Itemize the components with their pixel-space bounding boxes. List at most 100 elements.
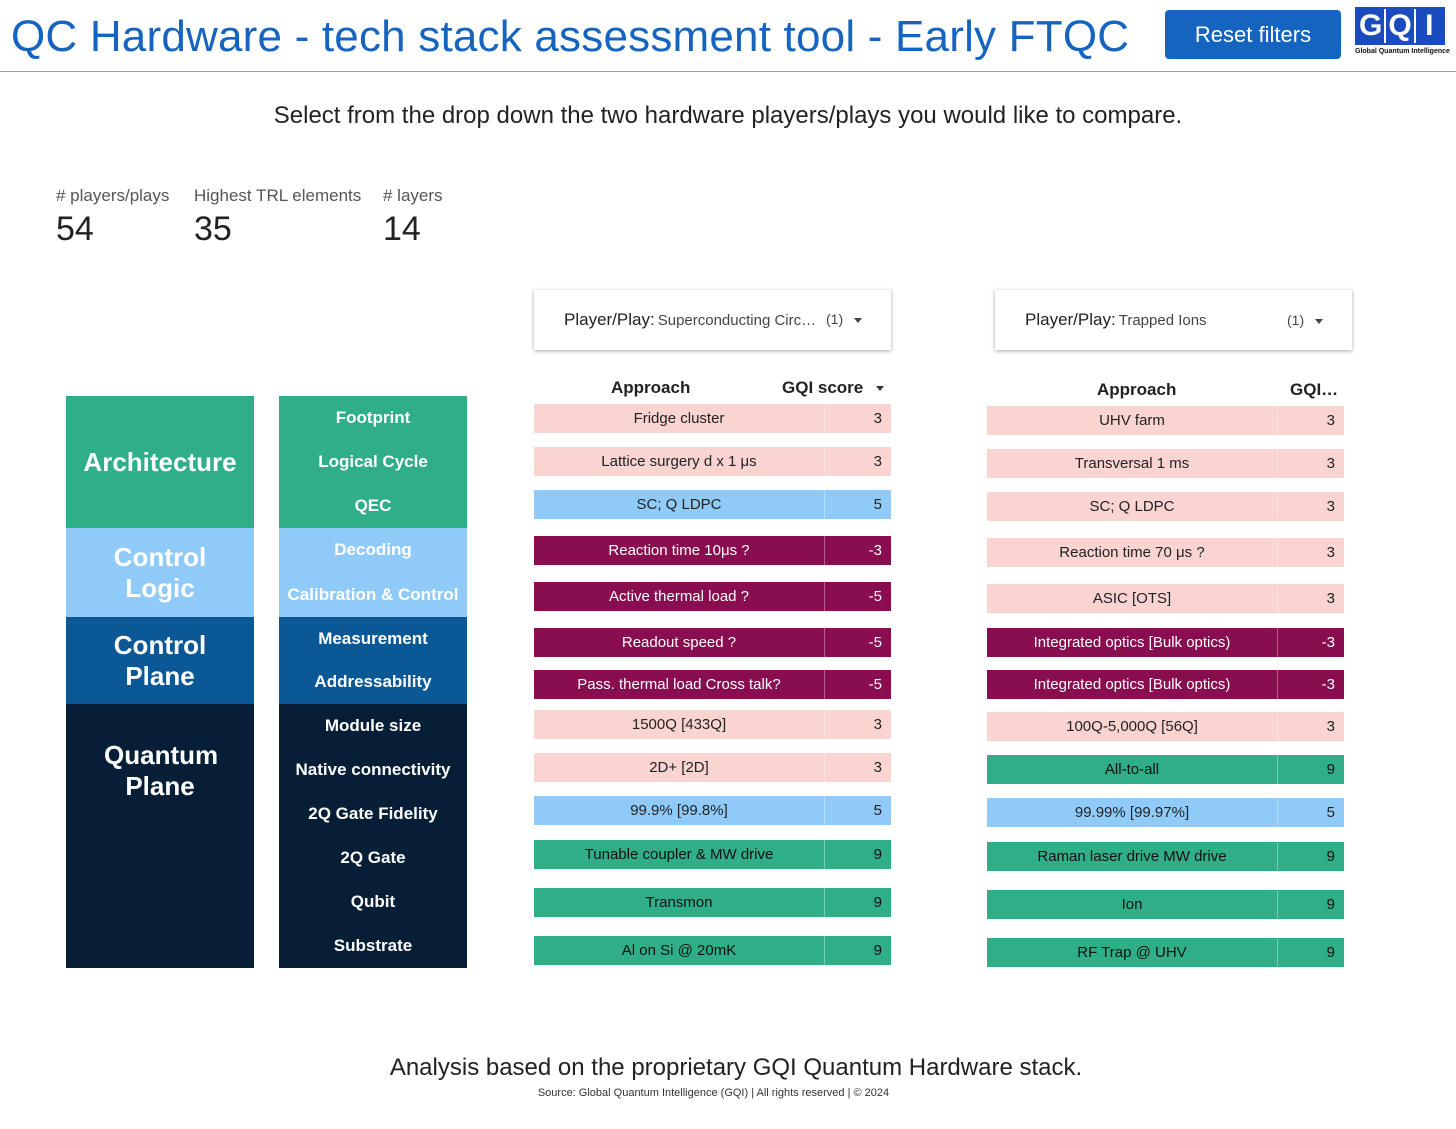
player-select-value: Superconducting Circ… [657, 311, 817, 329]
approach-cell: UHV farm [1099, 412, 1165, 429]
approach-cell: ASIC [OTS] [1092, 590, 1172, 607]
table-row[interactable]: SC; Q LDPC 3 [987, 492, 1344, 521]
score-cell: 9 [824, 888, 891, 917]
logo-letters: G Q I [1355, 7, 1445, 45]
table-row[interactable]: ASIC [OTS] 3 [987, 584, 1344, 613]
sublayer-addressability: Addressability [314, 672, 432, 692]
table-row[interactable]: Pass. thermal load Cross talk? -5 [534, 670, 891, 699]
approach-cell: Fridge cluster [633, 410, 725, 427]
stack-layer-column: Architecture Control Logic Control Plane… [66, 396, 254, 968]
table-row[interactable]: Lattice surgery d x 1 μs 3 [534, 447, 891, 476]
score-cell: 3 [824, 404, 891, 433]
approach-cell: 99.99% [99.97%] [1074, 804, 1190, 821]
column-header-score[interactable]: GQI… [1290, 380, 1339, 399]
table-row[interactable]: 2D+ [2D] 3 [534, 753, 891, 782]
sublayer-native-connectivity: Native connectivity [295, 760, 451, 779]
instruction-text: Select from the drop down the two hardwa… [273, 102, 1183, 129]
kpi-layers: # layers 14 [383, 186, 443, 249]
score-cell: -5 [824, 628, 891, 657]
table-row[interactable]: Reaction time 70 μs ? 3 [987, 538, 1344, 567]
table-row[interactable]: All-to-all 9 [987, 755, 1344, 784]
chevron-down-icon[interactable] [854, 318, 862, 323]
kpi-highest-trl: Highest TRL elements 35 [194, 186, 361, 249]
table-row[interactable]: Transversal 1 ms 3 [987, 449, 1344, 478]
table-row[interactable]: 100Q-5,000Q [56Q] 3 [987, 712, 1344, 741]
approach-cell: 99.9% [99.8%] [630, 802, 728, 819]
table-row[interactable]: Fridge cluster 3 [534, 404, 891, 433]
sublayers-control-logic: Decoding Calibration & Control [279, 528, 467, 617]
table-row[interactable]: RF Trap @ UHV 9 [987, 938, 1344, 967]
score-cell: 3 [1277, 492, 1344, 521]
sublayer-2q-gate: 2Q Gate [340, 848, 406, 867]
score-cell: 3 [1277, 449, 1344, 478]
approach-cell: RF Trap @ UHV [1077, 944, 1187, 961]
column-header-approach[interactable]: Approach [1097, 380, 1177, 399]
score-cell: -5 [824, 670, 891, 699]
approach-cell: 2D+ [2D] [649, 759, 709, 776]
approach-cell: Tunable coupler & MW drive [584, 846, 774, 863]
approach-cell: All-to-all [1104, 761, 1160, 778]
table-row[interactable]: Integrated optics [Bulk optics) -3 [987, 628, 1344, 657]
approach-cell: SC; Q LDPC [636, 496, 722, 513]
approach-cell: Pass. thermal load Cross talk? [577, 676, 781, 693]
page-title: QC Hardware - tech stack assessment tool… [11, 12, 1130, 61]
layer-control-logic: Control Logic [66, 528, 254, 617]
player-select-label: Player/Play [1025, 310, 1111, 329]
table-row[interactable]: Reaction time 10μs ? -3 [534, 536, 891, 565]
player-select-count: (1) [1287, 312, 1305, 328]
table-row[interactable]: 1500Q [433Q] 3 [534, 710, 891, 739]
score-cell: 3 [1277, 584, 1344, 613]
score-cell: 9 [1277, 755, 1344, 784]
chevron-down-icon[interactable] [1315, 319, 1323, 324]
score-cell: -3 [1277, 628, 1344, 657]
player-select-count: (1) [826, 311, 844, 327]
table-row[interactable]: UHV farm 3 [987, 406, 1344, 435]
layer-control-plane: Control Plane [66, 617, 254, 704]
layer-label: Control Logic [113, 541, 207, 603]
score-cell: -3 [824, 536, 891, 565]
player-select-right[interactable]: Player/Play: Trapped Ions (1) [995, 290, 1352, 350]
approach-cell: Al on Si @ 20mK [621, 942, 737, 959]
sublayer-footprint: Footprint [335, 408, 411, 427]
table-row[interactable]: Active thermal load ? -5 [534, 582, 891, 611]
approach-cell: Active thermal load ? [608, 588, 750, 605]
sublayers-control-plane: Measurement Addressability [279, 617, 467, 704]
player-select-left[interactable]: Player/Play: Superconducting Circ… (1) [534, 290, 891, 350]
table-row[interactable]: Ion 9 [987, 890, 1344, 919]
header-bar: QC Hardware - tech stack assessment tool… [0, 0, 1456, 72]
score-cell: 3 [1277, 406, 1344, 435]
table-row[interactable]: 99.99% [99.97%] 5 [987, 798, 1344, 827]
table-row[interactable]: Raman laser drive MW drive 9 [987, 842, 1344, 871]
approach-cell: Integrated optics [Bulk optics) [1033, 634, 1231, 651]
score-cell: 3 [1277, 712, 1344, 741]
kpi-value: 35 [194, 210, 232, 248]
approach-cell: 100Q-5,000Q [56Q] [1066, 718, 1198, 735]
approach-cell: Integrated optics [Bulk optics) [1033, 676, 1231, 693]
kpi-value: 54 [56, 210, 94, 248]
sort-caret-icon[interactable] [876, 386, 884, 392]
table-row[interactable]: SC; Q LDPC 5 [534, 490, 891, 519]
table-row[interactable]: Al on Si @ 20mK 9 [534, 936, 891, 965]
sublayer-measurement: Measurement [318, 628, 428, 648]
table-row[interactable]: 99.9% [99.8%] 5 [534, 796, 891, 825]
score-cell: 5 [1277, 798, 1344, 827]
sublayers-quantum-plane: Module size Native connectivity 2Q Gate … [279, 704, 467, 968]
approach-cell: Reaction time 10μs ? [608, 542, 750, 559]
column-header-score[interactable]: GQI score [782, 378, 884, 398]
sublayer-logical-cycle: Logical Cycle [318, 452, 428, 471]
score-cell: 5 [824, 490, 891, 519]
table-row[interactable]: Integrated optics [Bulk optics) -3 [987, 670, 1344, 699]
table-row[interactable]: Tunable coupler & MW drive 9 [534, 840, 891, 869]
logo-letter: G [1357, 9, 1387, 43]
table-row[interactable]: Readout speed ? -5 [534, 628, 891, 657]
logo-letter: Q [1386, 9, 1416, 43]
column-header-approach[interactable]: Approach [611, 378, 691, 397]
score-cell: -5 [824, 582, 891, 611]
table-row[interactable]: Transmon 9 [534, 888, 891, 917]
reset-filters-button[interactable]: Reset filters [1165, 10, 1341, 59]
score-cell: -3 [1277, 670, 1344, 699]
layer-label: Quantum Plane [104, 740, 219, 801]
approach-cell: Lattice surgery d x 1 μs [601, 453, 757, 470]
score-cell: 3 [1277, 538, 1344, 567]
layer-quantum-plane: Quantum Plane [66, 704, 254, 968]
